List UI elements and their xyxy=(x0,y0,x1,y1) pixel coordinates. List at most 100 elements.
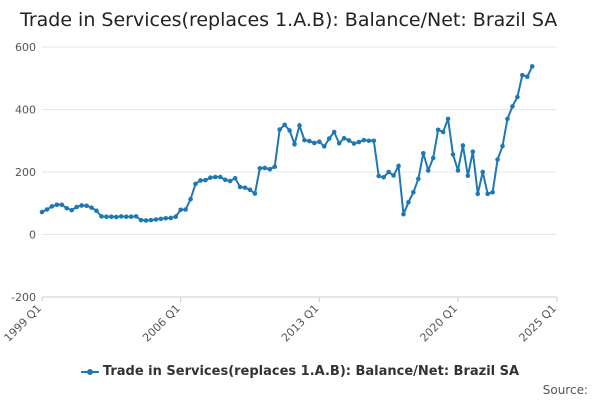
data-point[interactable] xyxy=(54,202,60,208)
data-point[interactable] xyxy=(44,207,50,212)
data-point[interactable] xyxy=(257,165,263,171)
data-point[interactable] xyxy=(485,191,490,197)
data-point[interactable] xyxy=(346,138,352,143)
data-point[interactable] xyxy=(128,214,134,219)
data-point[interactable] xyxy=(148,217,154,223)
data-point[interactable] xyxy=(168,215,174,221)
data-point[interactable] xyxy=(317,139,322,144)
data-point[interactable] xyxy=(113,214,119,220)
data-point[interactable] xyxy=(217,174,223,180)
data-point[interactable] xyxy=(84,203,89,209)
data-point[interactable] xyxy=(99,214,104,219)
data-point[interactable] xyxy=(495,157,500,162)
data-point[interactable] xyxy=(287,128,292,133)
data-point[interactable] xyxy=(198,178,203,183)
data-point[interactable] xyxy=(480,169,486,175)
data-point[interactable] xyxy=(104,214,109,219)
data-point[interactable] xyxy=(64,205,70,211)
data-point[interactable] xyxy=(361,137,367,143)
data-point[interactable] xyxy=(465,173,471,179)
data-point[interactable] xyxy=(460,143,466,148)
data-point[interactable] xyxy=(193,181,198,187)
data-point[interactable] xyxy=(500,143,505,149)
data-point[interactable] xyxy=(153,217,159,222)
data-point[interactable] xyxy=(59,202,65,208)
data-point[interactable] xyxy=(510,104,515,109)
data-point[interactable] xyxy=(297,123,302,128)
data-point[interactable] xyxy=(366,138,372,144)
data-point[interactable] xyxy=(520,72,525,78)
data-point[interactable] xyxy=(371,138,377,144)
data-point[interactable] xyxy=(143,218,149,223)
data-point[interactable] xyxy=(455,168,461,173)
data-point[interactable] xyxy=(505,116,510,122)
data-point[interactable] xyxy=(381,175,386,180)
data-point[interactable] xyxy=(336,140,342,146)
data-point[interactable] xyxy=(232,175,238,181)
data-point[interactable] xyxy=(252,191,258,196)
data-point[interactable] xyxy=(490,190,495,195)
data-point[interactable] xyxy=(376,173,382,179)
data-point[interactable] xyxy=(435,127,441,133)
data-point[interactable] xyxy=(89,205,94,210)
data-point[interactable] xyxy=(326,136,332,141)
data-point[interactable] xyxy=(529,64,535,69)
data-point[interactable] xyxy=(222,177,228,183)
data-point[interactable] xyxy=(74,204,79,210)
data-point[interactable] xyxy=(178,207,183,213)
data-point[interactable] xyxy=(247,187,253,193)
data-point[interactable] xyxy=(331,129,337,135)
data-point[interactable] xyxy=(430,155,436,161)
data-point[interactable] xyxy=(421,150,426,156)
data-point[interactable] xyxy=(386,169,391,175)
data-point[interactable] xyxy=(183,207,188,212)
data-point[interactable] xyxy=(94,208,99,214)
data-point[interactable] xyxy=(188,196,193,202)
data-point[interactable] xyxy=(138,217,144,223)
data-point[interactable] xyxy=(440,129,446,135)
data-point[interactable] xyxy=(341,135,347,141)
data-point[interactable] xyxy=(411,190,416,195)
data-point[interactable] xyxy=(401,211,406,217)
data-point[interactable] xyxy=(242,185,248,190)
data-point[interactable] xyxy=(163,215,169,221)
data-point[interactable] xyxy=(227,178,233,184)
data-point[interactable] xyxy=(307,138,312,144)
data-point[interactable] xyxy=(312,140,317,146)
data-point[interactable] xyxy=(356,139,362,145)
data-point[interactable] xyxy=(158,216,164,222)
data-point[interactable] xyxy=(262,165,268,171)
data-point[interactable] xyxy=(79,203,84,208)
data-point[interactable] xyxy=(237,184,243,190)
data-point[interactable] xyxy=(109,214,114,219)
data-point[interactable] xyxy=(39,209,45,215)
data-point[interactable] xyxy=(524,74,530,79)
data-point[interactable] xyxy=(450,152,456,157)
data-point[interactable] xyxy=(416,176,421,182)
data-point[interactable] xyxy=(208,175,213,180)
data-point[interactable] xyxy=(203,177,208,183)
data-point[interactable] xyxy=(282,122,287,128)
data-point[interactable] xyxy=(277,127,282,132)
legend[interactable]: Trade in Services(replaces 1.A.B): Balan… xyxy=(0,364,600,379)
data-point[interactable] xyxy=(123,214,129,219)
data-point[interactable] xyxy=(272,164,278,169)
data-point[interactable] xyxy=(515,94,520,100)
data-point[interactable] xyxy=(267,166,273,172)
data-point[interactable] xyxy=(425,168,431,173)
data-point[interactable] xyxy=(321,144,327,149)
data-point[interactable] xyxy=(396,163,401,169)
data-point[interactable] xyxy=(470,149,476,154)
data-point[interactable] xyxy=(213,174,218,180)
data-point[interactable] xyxy=(118,214,124,219)
data-point[interactable] xyxy=(445,116,451,122)
data-point[interactable] xyxy=(406,200,411,205)
data-point[interactable] xyxy=(173,214,178,219)
data-point[interactable] xyxy=(351,141,357,146)
source-label[interactable]: Source: xyxy=(542,383,588,397)
data-point[interactable] xyxy=(69,207,75,213)
data-point[interactable] xyxy=(49,204,55,209)
data-point[interactable] xyxy=(133,214,139,219)
data-point[interactable] xyxy=(391,173,396,178)
data-point[interactable] xyxy=(292,141,297,147)
